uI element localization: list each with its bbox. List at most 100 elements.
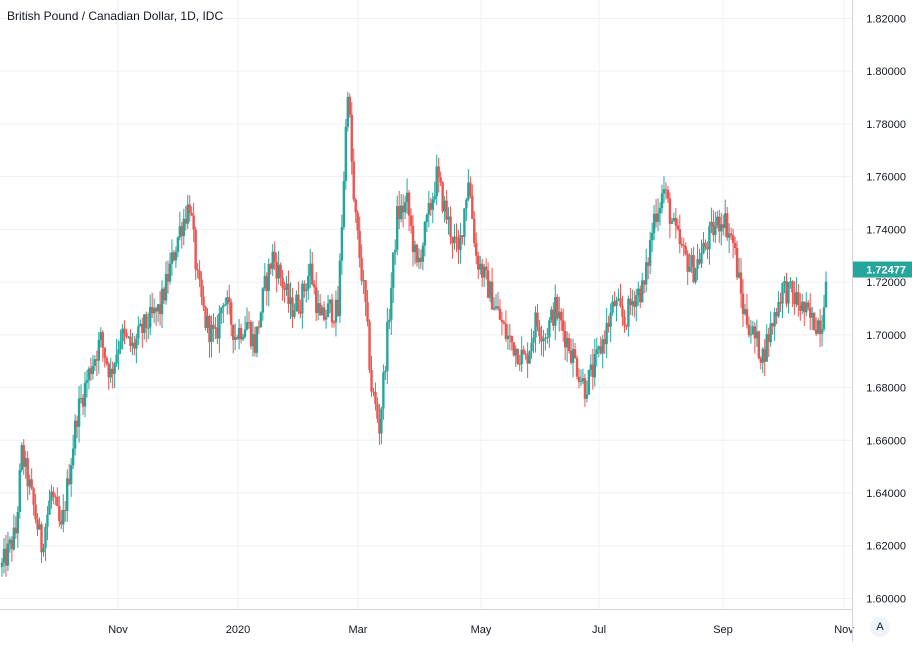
candle-body bbox=[785, 281, 788, 304]
candle-body bbox=[12, 527, 16, 550]
candle-body bbox=[14, 527, 18, 534]
candle-body bbox=[249, 322, 253, 347]
candle-body bbox=[581, 378, 585, 382]
candle-body bbox=[532, 337, 535, 343]
candle-body bbox=[267, 264, 270, 291]
candle-body bbox=[117, 349, 120, 355]
candle-body bbox=[233, 337, 237, 340]
candle-body bbox=[625, 325, 628, 327]
candle-body bbox=[218, 313, 221, 339]
candle-body bbox=[67, 478, 71, 485]
candle-body bbox=[735, 247, 739, 278]
candle-body bbox=[492, 307, 496, 310]
candle-body bbox=[386, 321, 389, 371]
candle-body bbox=[36, 519, 39, 530]
candle-body bbox=[263, 275, 267, 289]
candle-body bbox=[83, 382, 87, 407]
candle-body bbox=[160, 288, 164, 315]
candle-body bbox=[682, 244, 685, 247]
candle-body bbox=[522, 349, 525, 354]
candle-body bbox=[603, 339, 606, 345]
candle-body bbox=[714, 225, 717, 235]
candle-body bbox=[139, 323, 142, 327]
candle-body bbox=[56, 496, 59, 507]
candle-body bbox=[587, 369, 591, 395]
candle-body bbox=[332, 322, 336, 324]
candle-body bbox=[563, 330, 567, 348]
candle-body bbox=[352, 161, 355, 200]
candle-body bbox=[767, 334, 770, 343]
candle-body bbox=[605, 322, 608, 345]
candle-body bbox=[601, 339, 604, 354]
candle-body bbox=[490, 281, 494, 310]
candle-body bbox=[540, 336, 543, 342]
candle-body bbox=[251, 334, 255, 347]
candle-body bbox=[761, 348, 764, 363]
candle-body bbox=[226, 297, 229, 305]
y-tick-label: 1.64000 bbox=[866, 488, 906, 500]
candle-body bbox=[478, 263, 482, 270]
candle-body bbox=[688, 266, 691, 272]
candle-body bbox=[340, 227, 344, 261]
candle-body bbox=[62, 509, 65, 525]
candle-body bbox=[291, 297, 294, 317]
candle-body bbox=[716, 216, 719, 226]
candle-body bbox=[617, 298, 620, 300]
candle-body bbox=[597, 346, 600, 350]
candle-body bbox=[690, 255, 693, 267]
candle-body bbox=[313, 284, 316, 288]
candle-body bbox=[366, 302, 369, 322]
candle-body bbox=[293, 310, 296, 317]
candle-body bbox=[121, 328, 124, 342]
candle-body bbox=[445, 200, 448, 220]
candle-body bbox=[787, 282, 790, 304]
candle-body bbox=[149, 307, 152, 328]
candle-body bbox=[32, 488, 35, 505]
candle-body bbox=[295, 294, 298, 311]
x-tick-label: Mar bbox=[349, 624, 368, 636]
candle-body bbox=[22, 445, 25, 467]
y-tick-label: 1.74000 bbox=[866, 224, 906, 236]
candle-body bbox=[720, 224, 723, 232]
candle-body bbox=[550, 309, 553, 321]
candle-body bbox=[405, 192, 409, 203]
candle-body bbox=[484, 266, 488, 271]
candle-body bbox=[152, 307, 156, 314]
candle-body bbox=[113, 363, 116, 374]
candle-body bbox=[376, 403, 379, 419]
candle-body bbox=[477, 255, 480, 270]
candle-body bbox=[52, 491, 55, 497]
candle-body bbox=[316, 303, 320, 313]
candle-body bbox=[613, 301, 616, 306]
candle-body bbox=[135, 338, 138, 349]
candle-body bbox=[95, 359, 99, 361]
candle-body bbox=[538, 326, 541, 337]
candle-body bbox=[283, 287, 286, 290]
candle-body bbox=[775, 312, 778, 317]
candle-body bbox=[700, 252, 703, 264]
candle-body bbox=[739, 272, 743, 294]
candle-body bbox=[757, 331, 761, 359]
candle-body bbox=[261, 288, 265, 313]
candle-body bbox=[164, 273, 168, 301]
x-tick-label: Nov bbox=[834, 624, 854, 636]
candle-body bbox=[384, 370, 387, 373]
candle-body bbox=[611, 301, 614, 313]
candle-body bbox=[544, 337, 547, 339]
candle-body bbox=[192, 215, 195, 230]
candle-body bbox=[328, 299, 332, 304]
candle-body bbox=[722, 224, 725, 229]
candle-body bbox=[725, 213, 729, 238]
candle-body bbox=[552, 309, 555, 326]
auto-scale-button[interactable]: A bbox=[870, 617, 890, 637]
candle-body bbox=[48, 500, 51, 515]
candle-body bbox=[220, 307, 223, 314]
candle-body bbox=[170, 252, 174, 264]
candle-body bbox=[783, 281, 786, 284]
candle-body bbox=[560, 311, 563, 321]
candle-body bbox=[769, 323, 772, 343]
candle-body bbox=[87, 368, 91, 381]
candle-body bbox=[724, 213, 727, 229]
